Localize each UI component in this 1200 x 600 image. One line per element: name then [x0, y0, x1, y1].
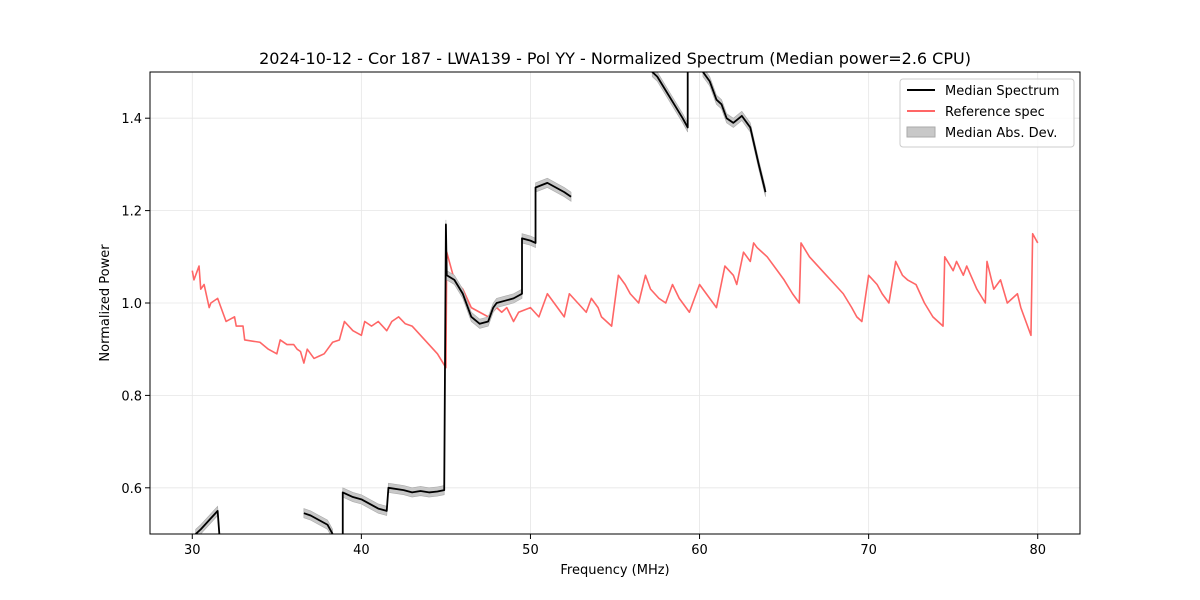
mad-band [342, 177, 572, 534]
y-tick-label: 0.8 [121, 389, 142, 404]
legend: Median Spectrum Reference spec Median Ab… [899, 78, 1075, 148]
y-axis-label: Normalized Power [98, 244, 113, 362]
mad-band [195, 505, 220, 534]
legend-mad-label: Median Abs. Dev. [945, 126, 1057, 141]
x-tick-label: 80 [1029, 543, 1046, 558]
median-spectrum-line [195, 510, 221, 534]
legend-mad-swatch [906, 126, 936, 138]
x-tick-label: 30 [184, 543, 201, 558]
median-spectrum-line [303, 512, 334, 534]
x-axis-label: Frequency (MHz) [560, 563, 669, 578]
x-axis: 30 40 50 60 70 80 [184, 534, 1046, 558]
chart-title: 2024-10-12 - Cor 187 - LWA139 - Pol YY -… [259, 49, 971, 68]
x-tick-label: 60 [691, 543, 708, 558]
plot-area [191, 72, 1039, 534]
y-tick-label: 1.2 [121, 205, 142, 220]
x-tick-label: 40 [353, 543, 370, 558]
y-tick-label: 1.4 [121, 112, 142, 127]
y-axis: 0.6 0.8 1.0 1.2 1.4 [121, 112, 150, 497]
reference-spec-line [191, 232, 1039, 369]
median-spectrum-line [651, 72, 689, 129]
legend-median-label: Median Spectrum [945, 84, 1059, 99]
y-tick-label: 1.0 [121, 297, 142, 312]
median-spectrum-line [702, 72, 767, 193]
legend-box [899, 78, 1075, 148]
mad-band [702, 72, 766, 197]
x-tick-label: 50 [522, 543, 539, 558]
y-tick-label: 0.6 [121, 482, 142, 497]
median-spectrum-line [341, 181, 572, 534]
legend-reference-label: Reference spec [945, 105, 1045, 120]
x-tick-label: 70 [860, 543, 877, 558]
